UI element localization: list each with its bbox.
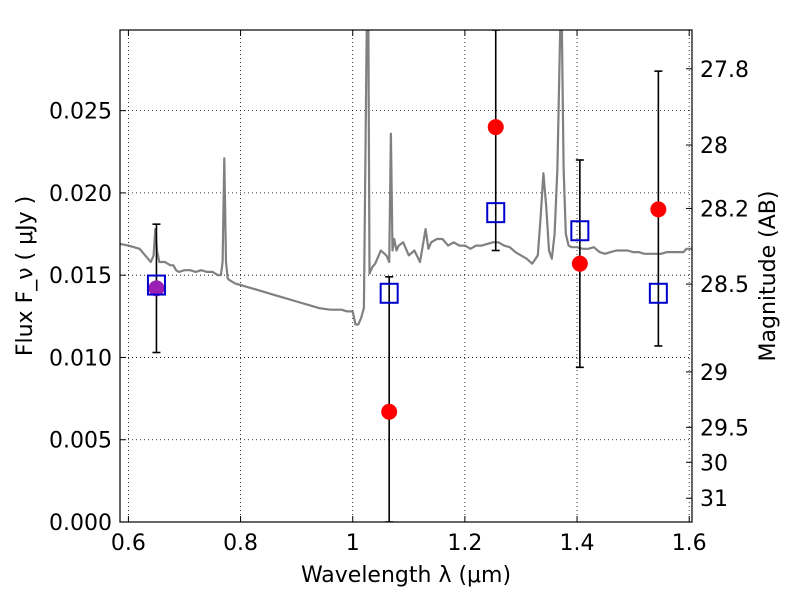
- observed-point: [571, 255, 588, 272]
- axis-ticks: 0.6 0.8 1 1.2 1.4 1.6 0.000 0.005 0.010 0.015 0.02…: [49, 30, 749, 556]
- y-axis-label: Flux F_ν ( μJy ): [13, 196, 38, 356]
- y-tick-label: 0.000: [49, 511, 112, 536]
- model-band-points: [146, 202, 668, 304]
- plot-frame: [119, 29, 693, 523]
- y-tick-label: 0.005: [49, 429, 112, 454]
- x-tick-label: 0.8: [223, 531, 258, 556]
- observed-point: [148, 280, 165, 297]
- model-band-point: [486, 202, 506, 224]
- observed-point: [381, 403, 398, 420]
- x-tick-label: 0.6: [111, 531, 146, 556]
- right-tick-label: 28.5: [700, 273, 749, 298]
- right-tick-label: 30: [700, 451, 728, 476]
- right-tick-label: 28.2: [700, 197, 749, 222]
- x-tick-label: 1.2: [447, 531, 482, 556]
- right-tick-label: 27.8: [700, 58, 749, 83]
- observed-point: [650, 201, 667, 218]
- x-axis-label: Wavelength λ (μm): [301, 563, 511, 588]
- model-spectrum-line: [120, 30, 692, 326]
- y-tick-label: 0.010: [49, 346, 112, 371]
- right-tick-label: 28: [700, 134, 728, 159]
- observed-points: [148, 119, 667, 420]
- right-tick-label: 29.5: [700, 416, 749, 441]
- model-band-point: [570, 220, 590, 242]
- model-band-point: [648, 282, 668, 304]
- x-tick-label: 1: [346, 531, 360, 556]
- error-bars: [152, 30, 663, 522]
- right-tick-label: 29: [700, 361, 728, 386]
- grid: [120, 30, 692, 523]
- y-tick-label: 0.025: [49, 100, 112, 125]
- right-tick-label: 31: [700, 487, 728, 512]
- model-spectrum: [120, 30, 692, 326]
- observed-point: [487, 119, 504, 136]
- y-tick-label: 0.020: [49, 182, 112, 207]
- model-band-point: [379, 282, 399, 304]
- x-tick-label: 1.4: [560, 531, 595, 556]
- right-axis-label: Magnitude (AB): [756, 191, 781, 362]
- x-tick-label: 1.6: [672, 531, 707, 556]
- y-tick-label: 0.015: [49, 264, 112, 289]
- model-band-point: [146, 274, 166, 296]
